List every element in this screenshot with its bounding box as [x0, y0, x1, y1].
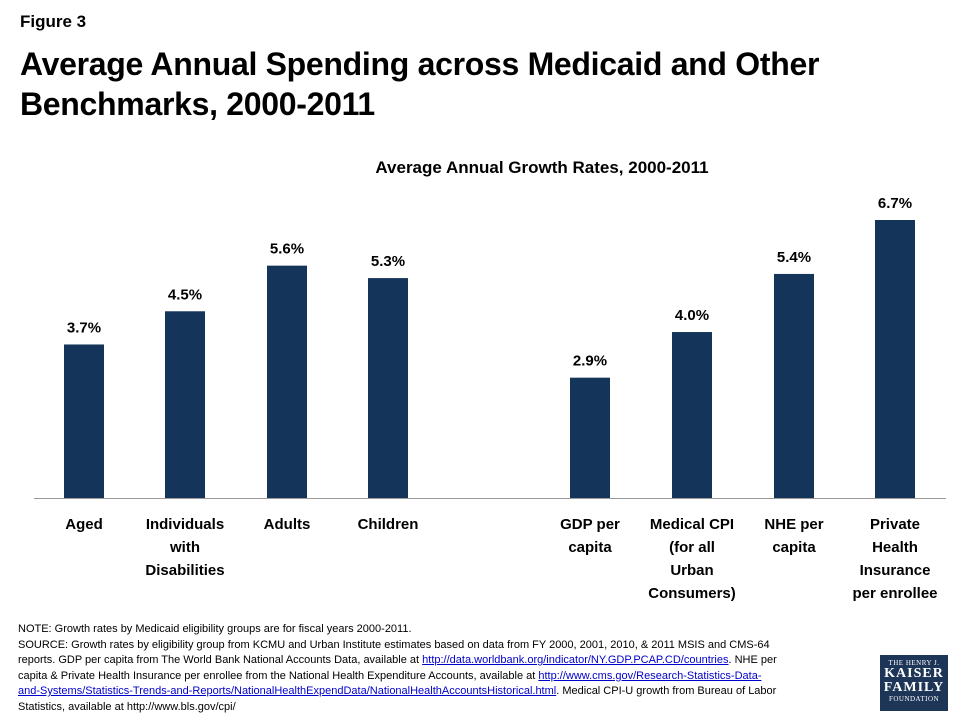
note-line: NOTE: Growth rates by Medicaid eligibili…	[18, 623, 412, 635]
source-line: capita & Private Health Insurance per en…	[18, 669, 762, 682]
category-label: Children	[358, 516, 419, 533]
worldbank-link[interactable]: http://data.worldbank.org/indicator/NY.G…	[422, 654, 729, 666]
data-label: 5.4%	[777, 249, 811, 266]
bar	[368, 278, 408, 498]
bar	[570, 377, 610, 498]
category-label: NHE per capita	[764, 516, 823, 556]
source-notes: NOTE: Growth rates by Medicaid eligibili…	[18, 622, 878, 715]
source-line: reports. GDP per capita from The World B…	[18, 654, 777, 666]
data-label: 4.5%	[168, 286, 202, 303]
category-label: Medical CPI (for all Urban Consumers)	[648, 516, 736, 602]
bar	[267, 265, 307, 498]
source-line: Statistics, available at http://www.bls.…	[18, 700, 236, 713]
source-line: and-Systems/Statistics-Trends-and-Report…	[18, 685, 777, 697]
category-label: Individuals with Disabilities	[145, 516, 224, 579]
bar	[672, 332, 712, 498]
source-line: SOURCE: Growth rates by eligibility grou…	[18, 638, 770, 651]
data-label: 2.9%	[573, 353, 607, 370]
cms-link-continued[interactable]: and-Systems/Statistics-Trends-and-Report…	[18, 685, 557, 697]
figure-label: Figure 3	[20, 12, 87, 31]
data-label: 6.7%	[878, 195, 912, 212]
bar	[165, 311, 205, 498]
bar	[64, 344, 104, 498]
cms-link[interactable]: http://www.cms.gov/Research-Statistics-D…	[538, 669, 762, 682]
kff-logo: THE HENRY J. KAISER FAMILY FOUNDATION	[880, 655, 948, 711]
bar	[875, 220, 915, 498]
bar-chart: 3.7% Aged 4.5% Individuals with Disabilities 5…	[34, 195, 946, 602]
category-label: Aged	[65, 516, 103, 533]
bar	[774, 273, 814, 498]
category-label: Private Health Insurance per enrollee	[852, 516, 937, 602]
data-label: 4.0%	[675, 307, 709, 324]
data-label: 3.7%	[67, 319, 101, 336]
chart-title: Average Annual Growth Rates, 2000-2011	[375, 158, 709, 177]
category-label: Adults	[264, 516, 311, 533]
data-label: 5.6%	[270, 241, 304, 258]
category-label: GDP per capita	[560, 516, 620, 556]
data-label: 5.3%	[371, 253, 405, 270]
page-title: Average Annual Spending across Medicaid …	[20, 46, 820, 122]
